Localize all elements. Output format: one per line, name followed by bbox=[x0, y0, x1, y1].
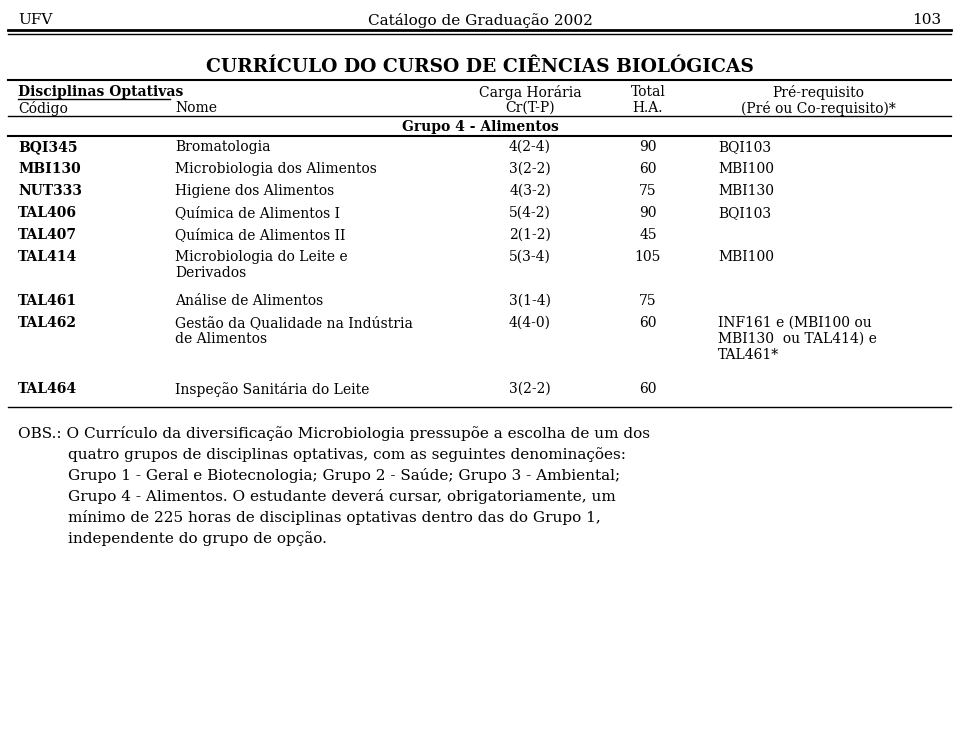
Text: 3(2-2): 3(2-2) bbox=[509, 162, 550, 176]
Text: Microbiologia do Leite e: Microbiologia do Leite e bbox=[175, 250, 347, 264]
Text: 103: 103 bbox=[912, 13, 941, 27]
Text: Química de Alimentos I: Química de Alimentos I bbox=[175, 206, 340, 220]
Text: Inspeção Sanitária do Leite: Inspeção Sanitária do Leite bbox=[175, 382, 369, 397]
Text: Carga Horária: Carga Horária bbox=[479, 85, 581, 100]
Text: 60: 60 bbox=[640, 162, 657, 176]
Text: Microbiologia dos Alimentos: Microbiologia dos Alimentos bbox=[175, 162, 377, 176]
Text: TAL464: TAL464 bbox=[18, 382, 77, 396]
Text: Análise de Alimentos: Análise de Alimentos bbox=[175, 294, 323, 308]
Text: Gestão da Qualidade na Indústria: Gestão da Qualidade na Indústria bbox=[175, 316, 413, 330]
Text: Total: Total bbox=[631, 85, 666, 99]
Text: de Alimentos: de Alimentos bbox=[175, 332, 268, 346]
Text: TAL461: TAL461 bbox=[18, 294, 77, 308]
Text: 2(1-2): 2(1-2) bbox=[509, 228, 550, 242]
Text: MBI130  ou TAL414) e: MBI130 ou TAL414) e bbox=[718, 332, 877, 346]
Text: MBI100: MBI100 bbox=[718, 162, 774, 176]
Text: INF161 e (MBI100 ou: INF161 e (MBI100 ou bbox=[718, 316, 872, 330]
Text: MBI100: MBI100 bbox=[718, 250, 774, 264]
Text: 90: 90 bbox=[640, 140, 657, 154]
Text: TAL407: TAL407 bbox=[18, 228, 77, 242]
Text: 3(1-4): 3(1-4) bbox=[509, 294, 551, 308]
Text: BQI345: BQI345 bbox=[18, 140, 78, 154]
Text: H.A.: H.A. bbox=[633, 101, 664, 115]
Text: 75: 75 bbox=[640, 294, 657, 308]
Text: BQI103: BQI103 bbox=[718, 140, 771, 154]
Text: BQI103: BQI103 bbox=[718, 206, 771, 220]
Text: OBS.: O Currículo da diversificação Microbiologia pressupõe a escolha de um dos: OBS.: O Currículo da diversificação Micr… bbox=[18, 426, 650, 441]
Text: 75: 75 bbox=[640, 184, 657, 198]
Text: 45: 45 bbox=[640, 228, 657, 242]
Text: NUT333: NUT333 bbox=[18, 184, 82, 198]
Text: Catálogo de Graduação 2002: Catálogo de Graduação 2002 bbox=[367, 13, 593, 28]
Text: Grupo 1 - Geral e Biotecnologia; Grupo 2 - Saúde; Grupo 3 - Ambiental;: Grupo 1 - Geral e Biotecnologia; Grupo 2… bbox=[68, 468, 620, 483]
Text: 4(3-2): 4(3-2) bbox=[509, 184, 550, 198]
Text: Cr(T-P): Cr(T-P) bbox=[505, 101, 555, 115]
Text: 90: 90 bbox=[640, 206, 657, 220]
Text: 60: 60 bbox=[640, 316, 657, 330]
Text: TAL406: TAL406 bbox=[18, 206, 77, 220]
Text: quatro grupos de disciplinas optativas, com as seguintes denominações:: quatro grupos de disciplinas optativas, … bbox=[68, 447, 626, 462]
Text: independente do grupo de opção.: independente do grupo de opção. bbox=[68, 531, 327, 546]
Text: TAL462: TAL462 bbox=[18, 316, 77, 330]
Text: MBI130: MBI130 bbox=[18, 162, 81, 176]
Text: Disciplinas Optativas: Disciplinas Optativas bbox=[18, 85, 183, 99]
Text: CURRÍCULO DO CURSO DE CIÊNCIAS BIOLÓGICAS: CURRÍCULO DO CURSO DE CIÊNCIAS BIOLÓGICA… bbox=[206, 58, 754, 76]
Text: Grupo 4 - Alimentos: Grupo 4 - Alimentos bbox=[402, 120, 558, 134]
Text: Pré-requisito: Pré-requisito bbox=[772, 85, 864, 100]
Text: 5(3-4): 5(3-4) bbox=[509, 250, 550, 264]
Text: 3(2-2): 3(2-2) bbox=[509, 382, 550, 396]
Text: 4(4-0): 4(4-0) bbox=[509, 316, 551, 330]
Text: 5(4-2): 5(4-2) bbox=[509, 206, 550, 220]
Text: MBI130: MBI130 bbox=[718, 184, 774, 198]
Text: Grupo 4 - Alimentos. O estudante deverá cursar, obrigatoriamente, um: Grupo 4 - Alimentos. O estudante deverá … bbox=[68, 489, 616, 504]
Text: mínimo de 225 horas de disciplinas optativas dentro das do Grupo 1,: mínimo de 225 horas de disciplinas optat… bbox=[68, 510, 600, 525]
Text: Química de Alimentos II: Química de Alimentos II bbox=[175, 228, 345, 242]
Text: Código: Código bbox=[18, 101, 68, 116]
Text: Nome: Nome bbox=[175, 101, 217, 115]
Text: UFV: UFV bbox=[18, 13, 53, 27]
Text: (Pré ou Co-requisito)*: (Pré ou Co-requisito)* bbox=[740, 101, 896, 116]
Text: 4(2-4): 4(2-4) bbox=[509, 140, 551, 154]
Text: Derivados: Derivados bbox=[175, 266, 246, 280]
Text: 105: 105 bbox=[635, 250, 661, 264]
Text: TAL461*: TAL461* bbox=[718, 348, 779, 362]
Text: 60: 60 bbox=[640, 382, 657, 396]
Text: TAL414: TAL414 bbox=[18, 250, 78, 264]
Text: Higiene dos Alimentos: Higiene dos Alimentos bbox=[175, 184, 335, 198]
Text: Bromatologia: Bromatologia bbox=[175, 140, 270, 154]
